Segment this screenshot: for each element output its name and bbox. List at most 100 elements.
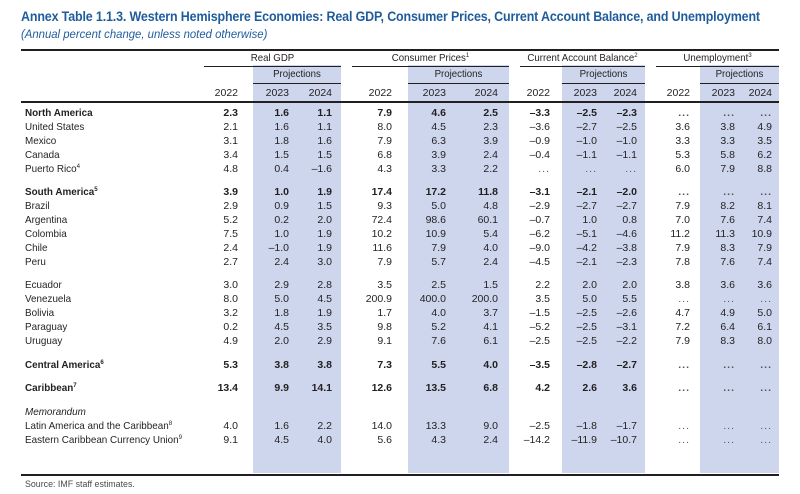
table-cell: 4.8 — [483, 200, 498, 212]
table-cell: ... — [760, 434, 772, 446]
table-cell: –2.5 — [576, 321, 597, 333]
table-cell: 1.5 — [317, 200, 332, 212]
row-label-text: Colombia — [25, 228, 67, 240]
row-label-text: Eastern Caribbean Currency Union — [25, 434, 179, 446]
projections-label-unemp: Projections — [715, 68, 764, 80]
table-cell: 6.2 — [757, 149, 772, 161]
header-rule — [21, 101, 779, 103]
table-cell: 4.2 — [535, 382, 550, 394]
group-rule-cpi — [352, 66, 509, 67]
table-cell: ... — [760, 382, 772, 394]
table-cell: 6.1 — [483, 335, 498, 347]
row-label-text: Argentina — [25, 214, 68, 226]
table-cell: –2.2 — [616, 335, 637, 347]
row-label: Venezuela — [25, 293, 71, 305]
table-cell: ... — [585, 163, 597, 175]
projection-band-cpi — [408, 65, 509, 473]
table-cell: 5.3 — [675, 149, 690, 161]
table-cell: –2.5 — [616, 121, 637, 133]
table-row: Paraguay 0.2 4.5 3.5 9.8 5.2 4.1 –5.2 –2.5 –3.1 7.… — [0, 321, 800, 335]
table-cell: –11.9 — [571, 434, 598, 446]
table-cell: ... — [760, 186, 772, 198]
table-cell: 98.6 — [425, 214, 446, 226]
row-label-text: Mexico — [25, 135, 57, 147]
table-cell: 5.2 — [223, 214, 238, 226]
table-cell: ... — [538, 163, 550, 175]
table-cell: 3.7 — [483, 307, 498, 319]
table-cell: 2.8 — [317, 279, 332, 291]
table-cell: ... — [760, 359, 772, 371]
table-cell: 7.9 — [377, 135, 392, 147]
table-cell: 7.6 — [431, 335, 446, 347]
table-cell: 3.3 — [720, 135, 735, 147]
table-cell: 1.6 — [274, 107, 289, 119]
table-cell: 11.2 — [670, 228, 690, 240]
footnote-marker: 4 — [76, 163, 80, 170]
table-cell: 3.5 — [757, 135, 772, 147]
table-cell: 3.1 — [223, 135, 238, 147]
row-label: South America5 — [25, 186, 98, 198]
table-cell: 7.9 — [377, 107, 392, 119]
table-row: Puerto Rico4 4.8 0.4 –1.6 4.3 3.3 2.2.........… — [0, 163, 800, 177]
table-cell: 3.5 — [377, 279, 392, 291]
year-header: 2022 — [214, 87, 238, 99]
table-cell: 1.0 — [274, 186, 289, 198]
table-cell: –3.1 — [616, 321, 637, 333]
year-header: 2023 — [711, 87, 735, 99]
table-cell: –4.6 — [616, 228, 637, 240]
table-cell: 8.0 — [377, 121, 392, 133]
table-cell: –2.5 — [576, 107, 597, 119]
table-cell: –1.1 — [616, 149, 637, 161]
row-label: United States — [25, 121, 84, 133]
table-cell: 2.2 — [483, 163, 498, 175]
projection-band-unemp — [700, 65, 779, 473]
year-header: 2024 — [308, 87, 332, 99]
table-cell: 9.8 — [377, 321, 392, 333]
table-cell: 0.4 — [274, 163, 289, 175]
table-cell: 7.9 — [431, 242, 446, 254]
table-cell: 3.0 — [317, 256, 332, 268]
table-cell: 4.9 — [720, 307, 735, 319]
table-cell: 8.1 — [757, 200, 772, 212]
table-row: Memorandum — [0, 406, 800, 420]
table-row: Latin America and the Caribbean8 4.0 1.6 2.… — [0, 420, 800, 434]
table-cell: 2.3 — [223, 107, 238, 119]
table-row: Caribbean7 13.4 9.9 14.1 12.6 13.5 6.8 4.2 2.6 3.… — [0, 382, 800, 396]
table-cell: 1.5 — [317, 149, 332, 161]
table-cell: –2.7 — [576, 121, 597, 133]
table-cell: 2.4 — [274, 256, 289, 268]
table-cell: ... — [678, 293, 690, 305]
table-cell: 3.3 — [431, 163, 446, 175]
row-label: Caribbean7 — [25, 382, 77, 394]
table-row: United States 2.1 1.6 1.1 8.0 4.5 2.3 –3.6 –2.7 –… — [0, 121, 800, 135]
row-label-text: Canada — [25, 149, 60, 161]
table-cell: 1.9 — [317, 228, 332, 240]
table-cell: 7.9 — [675, 200, 690, 212]
row-label: Canada — [25, 149, 60, 161]
table-cell: 4.5 — [274, 434, 289, 446]
row-label-text: Chile — [25, 242, 48, 254]
table-cell: ... — [723, 359, 735, 371]
table-cell: 2.0 — [317, 214, 332, 226]
row-label-text: Puerto Rico — [25, 163, 77, 175]
table-cell: 0.2 — [223, 321, 238, 333]
table-cell: 2.6 — [582, 382, 597, 394]
table-cell: 2.2 — [317, 420, 332, 432]
table-cell: 7.9 — [720, 163, 735, 175]
table-cell: –1.5 — [529, 307, 550, 319]
table-cell: 2.9 — [274, 279, 289, 291]
table-cell: –3.1 — [529, 186, 550, 198]
table-subtitle: (Annual percent change, unless noted oth… — [21, 27, 268, 41]
table-cell: 72.4 — [371, 214, 392, 226]
table-cell: 5.0 — [431, 200, 446, 212]
table-cell: –2.9 — [529, 200, 550, 212]
year-header: 2024 — [748, 87, 772, 99]
table-row: Ecuador 3.0 2.9 2.8 3.5 2.5 1.5 2.2 2.0 2.0 3.8 3.6… — [0, 279, 800, 293]
table-cell: –2.5 — [529, 420, 550, 432]
table-cell: 8.0 — [223, 293, 238, 305]
table-cell: –1.7 — [616, 420, 637, 432]
table-row: Chile 2.4 –1.0 1.9 11.6 7.9 4.0 –9.0 –4.2 –3.8 7.9… — [0, 242, 800, 256]
table-cell: –3.5 — [529, 359, 550, 371]
table-cell: ... — [760, 420, 772, 432]
table-cell: 2.4 — [483, 434, 498, 446]
